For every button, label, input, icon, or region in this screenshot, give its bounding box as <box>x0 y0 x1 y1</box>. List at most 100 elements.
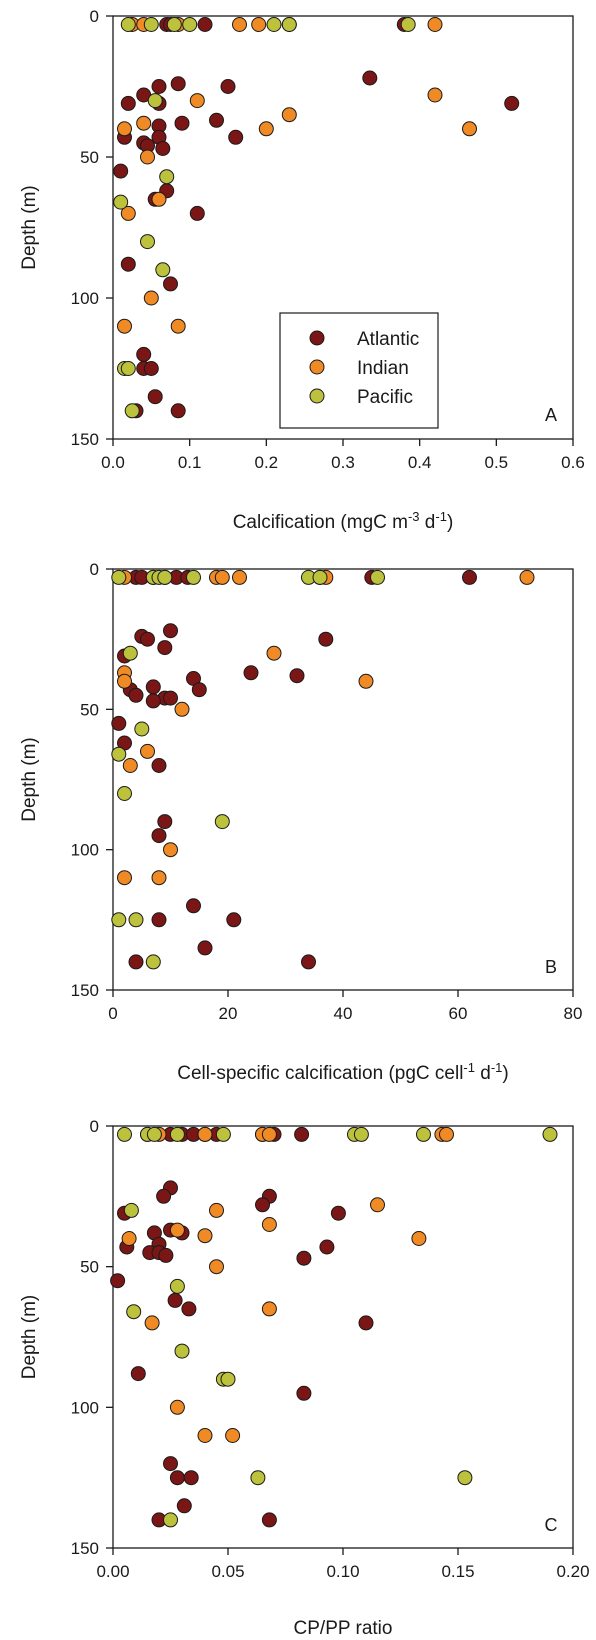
panel-b-point-atlantic <box>186 898 201 914</box>
panel-a-x-tick-label: 0.4 <box>408 453 432 472</box>
panel-b-plot-frame <box>112 568 574 991</box>
panel-b-point-atlantic <box>191 682 207 698</box>
legend-box <box>279 312 439 429</box>
panel-c-point-pacific <box>250 1470 266 1486</box>
panel-c-ylabel: Depth (m) <box>19 1295 40 1379</box>
legend-label-indian: Indian <box>357 358 409 379</box>
panel-c-point-indian <box>197 1428 213 1443</box>
panel-a-x-tick-label: 0.5 <box>485 453 509 472</box>
panel-a-xlabel: Calcification (mgC m-3 d-1) <box>233 509 454 533</box>
panel-c-point-atlantic <box>163 1456 178 1472</box>
panel-c: Depth (m) CP/PP ratio C <box>19 1125 574 1639</box>
panel-c-x-tick-label: 0.20 <box>556 1562 589 1581</box>
panel-a-point-atlantic <box>174 115 190 131</box>
panel-c-point-pacific <box>457 1470 473 1486</box>
panel-c-point-pacific <box>169 1278 185 1294</box>
panel-a-point-atlantic <box>362 70 378 86</box>
panel-a-point-atlantic <box>163 276 178 292</box>
panel-c-point-pacific <box>353 1126 369 1142</box>
panel-a-point-indian <box>258 121 274 137</box>
panel-c-point-indian <box>209 1259 224 1275</box>
panel-c-point-pacific <box>215 1126 231 1142</box>
panel-b-point-atlantic <box>318 631 334 647</box>
panel-c-point-pacific <box>126 1304 142 1320</box>
panel-b-x-tick-label: 40 <box>334 1004 353 1023</box>
panel-a-point-pacific <box>155 262 171 278</box>
panel-b-point-atlantic <box>226 912 242 928</box>
panel-c-point-atlantic <box>294 1126 310 1142</box>
panel-a-point-pacific <box>166 17 182 32</box>
panel-b-point-atlantic <box>243 665 259 681</box>
panel-a-point-pacific <box>400 17 416 32</box>
panel-b-x-tick-label: 0 <box>108 1004 117 1023</box>
panel-b-point-pacific <box>122 645 138 661</box>
panel-a-point-indian <box>427 17 443 32</box>
panel-b-point-pacific <box>157 569 173 585</box>
panel-a-point-indian <box>117 121 132 137</box>
panel-b-x-tick-label: 20 <box>219 1004 238 1023</box>
panel-b-point-pacific <box>111 746 127 762</box>
panel-c-point-atlantic <box>330 1205 346 1221</box>
panel-a-point-pacific <box>147 93 163 109</box>
panel-c-point-pacific <box>163 1512 178 1528</box>
panel-c-point-atlantic <box>255 1197 270 1213</box>
legend-label-atlantic: Atlantic <box>357 329 419 350</box>
panel-c-point-indian <box>121 1231 137 1246</box>
panel-b-marks: 0 20 40 60 80 0 50 100 150 <box>71 560 583 1023</box>
panel-b-point-atlantic <box>163 623 178 639</box>
panel-b-point-atlantic <box>145 679 161 695</box>
panel-c-x-tick-label: 0.00 <box>96 1562 129 1581</box>
legend-marker-indian <box>309 359 325 375</box>
panel-c-x-tick-label: 0.10 <box>326 1562 359 1581</box>
panel-c-point-atlantic <box>296 1385 312 1401</box>
panel-a-point-atlantic <box>189 205 205 221</box>
panel-c-point-indian <box>370 1197 385 1213</box>
panel-a-point-pacific <box>120 17 136 32</box>
panel-a-point-atlantic <box>228 129 244 145</box>
panel-c-point-atlantic <box>130 1366 146 1382</box>
panel-c-x-tick-label: 0.05 <box>211 1562 244 1581</box>
panel-a-point-indian <box>462 121 477 137</box>
legend-marker-atlantic <box>309 330 325 346</box>
panel-a-point-pacific <box>266 17 282 32</box>
panel-b-point-atlantic <box>128 687 144 703</box>
panel-b-point-indian <box>117 673 132 689</box>
panel-c-point-pacific <box>542 1126 558 1142</box>
panel-b-point-indian <box>117 870 132 886</box>
panel-a-y-tick-label: 50 <box>80 148 99 167</box>
panel-a-point-pacific <box>140 234 155 250</box>
panel-b-point-atlantic <box>151 912 167 928</box>
panel-c-point-indian <box>439 1126 454 1142</box>
panel-b-point-atlantic <box>462 569 477 585</box>
panel-a-point-atlantic <box>209 112 224 128</box>
panel-b-y-tick-label: 100 <box>71 841 99 860</box>
panel-b-point-atlantic <box>128 954 144 970</box>
panel-a-point-atlantic <box>220 79 236 94</box>
panel-a-y-tick-label: 100 <box>71 289 99 308</box>
panel-a-point-indian <box>427 87 443 103</box>
panel-a-point-indian <box>170 318 186 334</box>
panel-a-point-atlantic <box>120 256 136 272</box>
panel-c-xlabel: CP/PP ratio <box>294 1618 393 1639</box>
legend-label-pacific: Pacific <box>357 387 413 408</box>
panel-a-point-pacific <box>159 169 175 185</box>
panel-c-y-tick-label: 100 <box>71 1398 99 1417</box>
panel-a-point-pacific <box>113 194 129 210</box>
panel-a-point-indian <box>281 107 297 123</box>
panel-a-point-indian <box>117 318 132 334</box>
panel-c-point-atlantic <box>156 1188 172 1204</box>
panel-a-x-tick-label: 0.3 <box>331 453 355 472</box>
panel-a-point-pacific <box>182 17 198 32</box>
panel-b-x-tick-label: 60 <box>449 1004 468 1023</box>
panel-c-point-indian <box>261 1301 277 1317</box>
panel-b-letter: B <box>545 957 557 977</box>
panel-b-point-pacific <box>186 569 201 585</box>
panel-b-point-atlantic <box>289 668 305 684</box>
panel-b-y-tick-label: 150 <box>71 981 99 1000</box>
panel-a-ylabel: Depth (m) <box>19 185 40 269</box>
panel-c-x-tick-label: 0.15 <box>441 1562 474 1581</box>
panel-c-point-atlantic <box>261 1512 277 1528</box>
panel-a-point-atlantic <box>113 163 129 179</box>
panel-a-point-indian <box>251 17 267 32</box>
